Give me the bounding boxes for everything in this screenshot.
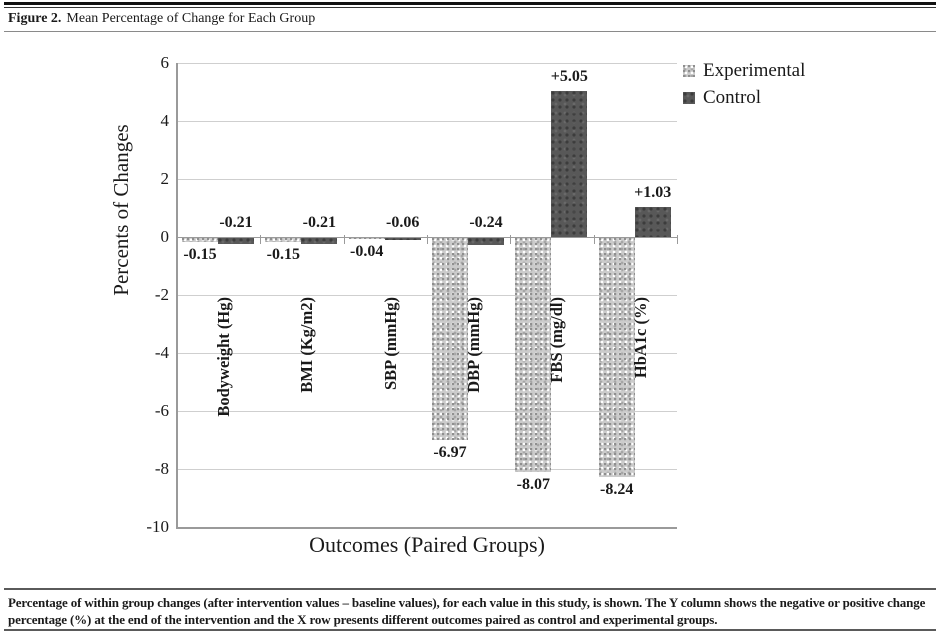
y-tick-label: -4 [154, 343, 169, 362]
figure-label: Figure 2. [8, 11, 62, 26]
y-tick-label: -8 [154, 459, 169, 478]
bar-control-2 [301, 238, 338, 245]
bar-experimental-2 [265, 238, 302, 243]
top-rule-thin [4, 7, 936, 8]
category-axis-tick [427, 235, 428, 244]
y-axis-line [176, 63, 178, 529]
y-tick-label: 2 [160, 169, 170, 188]
y-tick-label: -6 [154, 401, 169, 420]
bar-value-label: -0.21 [302, 214, 336, 231]
bar-chart: 6 4 2 0 -2 -4 -6 -8 -10 -0.15 -0.15 -0.04 -6.97 -8.07… [0, 34, 940, 584]
bar-value-label: -8.07 [516, 476, 550, 494]
category-axis-tick [677, 235, 678, 244]
bar-value-label: -6.97 [433, 444, 467, 462]
x-axis-title: Outcomes (Paired Groups) [309, 532, 545, 557]
category-label: DBP (mmHg) [464, 297, 483, 393]
bar-value-label: -0.24 [469, 214, 503, 231]
gridline [177, 353, 677, 354]
caption-line-2: percentage (%) at the end of the interve… [8, 612, 718, 627]
gridline [177, 411, 677, 412]
category-label: FBS (mg/dl) [547, 297, 567, 383]
bar-control-4 [468, 238, 504, 245]
y-tick-label: -2 [154, 285, 169, 304]
gridline [177, 63, 677, 64]
y-tick-label: 6 [160, 53, 170, 72]
bar-value-label: +5.05 [550, 67, 588, 85]
bar-value-label: -0.15 [266, 246, 300, 264]
bar-experimental-4 [432, 238, 468, 441]
bar-experimental-1 [182, 238, 218, 243]
category-axis-tick [510, 235, 512, 244]
legend-row-experimental: Experimental [683, 60, 805, 82]
bar-control-1 [218, 238, 254, 245]
category-axis-tick [177, 235, 178, 244]
category-label: SBP (mmHg) [380, 297, 400, 391]
caption-divider-bottom [4, 629, 936, 631]
bar-value-label: +1.03 [634, 184, 672, 202]
figure-caption: Percentage of within group changes (afte… [8, 594, 925, 628]
legend: Experimental Control [683, 60, 805, 114]
gridline [177, 179, 677, 180]
figure-header: Figure 2. Mean Percentage of Change for E… [8, 11, 315, 27]
gridline [177, 527, 677, 529]
bar-value-label: -0.06 [385, 214, 420, 231]
y-tick-label: 0 [160, 227, 170, 246]
bar-control-3 [384, 238, 421, 240]
category-axis-tick [593, 235, 595, 244]
bar-control-6 [634, 207, 671, 237]
bar-value-label: -0.04 [349, 243, 384, 261]
bar-value-label: -0.15 [183, 246, 217, 264]
category-label: Bodyweight (Hg) [214, 297, 233, 417]
gridline [177, 121, 677, 122]
y-tick-label: -10 [146, 517, 169, 536]
gridline [177, 295, 677, 296]
bar-value-label: -8.24 [599, 480, 634, 498]
bar-experimental-3 [348, 238, 385, 240]
legend-experimental-swatch-icon [683, 65, 695, 77]
y-axis-title: Percents of Changes [109, 124, 133, 296]
bar-experimental-6 [598, 238, 635, 477]
header-divider [4, 31, 936, 32]
bar-experimental-5 [515, 238, 552, 473]
legend-experimental-label: Experimental [703, 60, 806, 81]
category-label: HbA1c (%) [630, 297, 650, 379]
bar-control-5 [551, 90, 588, 237]
bar-value-label: -0.21 [219, 214, 253, 231]
y-tick-label: 4 [160, 111, 170, 130]
category-axis-tick [343, 235, 345, 244]
gridline [177, 469, 677, 470]
legend-control-swatch-icon [683, 92, 695, 104]
category-axis-tick [260, 235, 262, 244]
top-rule-thick [4, 2, 936, 5]
legend-row-control: Control [683, 87, 805, 109]
caption-divider-top [4, 588, 936, 590]
figure-title: Mean Percentage of Change for Each Group [66, 11, 316, 26]
legend-control-label: Control [703, 87, 762, 108]
category-label: BMI (Kg/m2) [297, 297, 317, 393]
caption-line-1: Percentage of within group changes (afte… [8, 595, 926, 610]
